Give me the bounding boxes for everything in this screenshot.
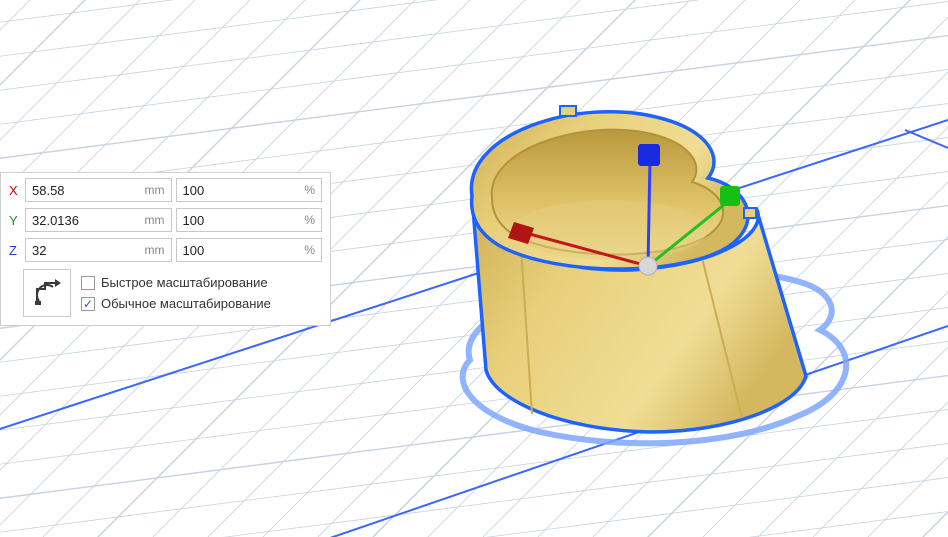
y-size-unit: mm <box>139 213 171 227</box>
x-size-value: 58.58 <box>26 183 139 198</box>
gizmo-y-handle[interactable] <box>720 186 740 206</box>
uniform-scaling-label: Обычное масштабирование <box>101 296 271 311</box>
fast-scaling-option[interactable]: Быстрое масштабирование <box>81 275 271 290</box>
scale-row-x: X 58.58 mm 100 % <box>9 177 322 203</box>
z-size-value: 32 <box>26 243 139 258</box>
y-percent-value: 100 <box>177 213 299 228</box>
z-percent-unit: % <box>298 243 321 257</box>
uniform-scaling-option[interactable]: Обычное масштабирование <box>81 296 271 311</box>
scale-row-y: Y 32.0136 mm 100 % <box>9 207 322 233</box>
y-size-input[interactable]: 32.0136 mm <box>25 208 172 232</box>
y-percent-unit: % <box>298 213 321 227</box>
axis-label-x: X <box>9 183 25 198</box>
x-size-unit: mm <box>139 183 171 197</box>
scale-row-z: Z 32 mm 100 % <box>9 237 322 263</box>
fast-scaling-checkbox[interactable] <box>81 276 95 290</box>
z-size-unit: mm <box>139 243 171 257</box>
fast-scaling-label: Быстрое масштабирование <box>101 275 268 290</box>
gizmo-center-handle[interactable] <box>639 257 657 275</box>
viewport-3d[interactable]: X 58.58 mm 100 % Y 32.0136 mm 100 % Z <box>0 0 948 537</box>
axis-label-y: Y <box>9 213 25 228</box>
gizmo-z-handle[interactable] <box>638 144 660 166</box>
scale-panel: X 58.58 mm 100 % Y 32.0136 mm 100 % Z <box>0 172 331 326</box>
axis-label-z: Z <box>9 243 25 258</box>
z-percent-input[interactable]: 100 % <box>176 238 323 262</box>
z-percent-value: 100 <box>177 243 299 258</box>
scale-options: Быстрое масштабирование Обычное масштаби… <box>9 269 322 317</box>
y-percent-input[interactable]: 100 % <box>176 208 323 232</box>
z-size-input[interactable]: 32 mm <box>25 238 172 262</box>
y-size-value: 32.0136 <box>26 213 139 228</box>
x-percent-input[interactable]: 100 % <box>176 178 323 202</box>
x-percent-unit: % <box>298 183 321 197</box>
gizmo-z-axis[interactable] <box>648 160 650 266</box>
scale-tool-icon <box>23 269 71 317</box>
uniform-scaling-checkbox[interactable] <box>81 297 95 311</box>
x-size-input[interactable]: 58.58 mm <box>25 178 172 202</box>
x-percent-value: 100 <box>177 183 299 198</box>
